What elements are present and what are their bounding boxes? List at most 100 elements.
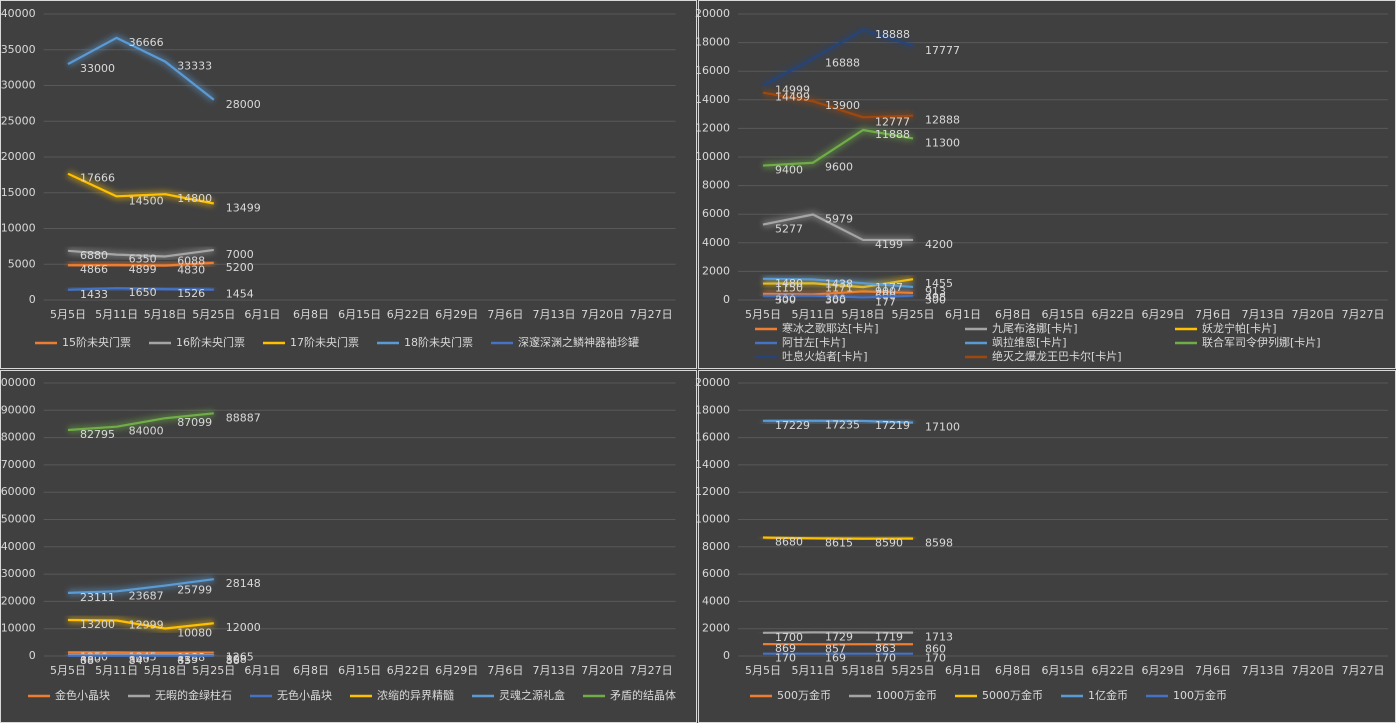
- y-tick-label: 8000: [702, 179, 730, 192]
- data-label: 1433: [80, 288, 108, 301]
- x-tick-label: 7月6日: [487, 664, 523, 677]
- data-label: 4199: [875, 238, 903, 251]
- y-tick-label: 0: [723, 649, 730, 662]
- data-label: 88887: [226, 411, 261, 424]
- y-tick-label: 12000: [695, 485, 730, 498]
- data-label: 1455: [925, 277, 953, 290]
- x-tick-label: 5月11日: [95, 308, 138, 321]
- x-tick-label: 5月11日: [95, 664, 138, 677]
- legend-label: 矛盾的结晶体: [610, 688, 676, 702]
- y-tick-label: 0: [29, 649, 36, 662]
- data-label: 82795: [80, 428, 115, 441]
- y-tick-label: 10000: [695, 513, 730, 526]
- x-tick-label: 6月8日: [293, 308, 329, 321]
- data-label: 177: [875, 295, 896, 308]
- y-tick-label: 40000: [1, 540, 36, 553]
- data-label: 1150: [775, 282, 803, 295]
- data-label: 84: [129, 654, 143, 667]
- y-tick-label: 10000: [1, 222, 36, 235]
- legend-label: 深邃深渊之鳞神器袖珍罐: [518, 335, 639, 349]
- x-tick-label: 6月8日: [293, 664, 329, 677]
- series-line: [67, 248, 214, 258]
- x-tick-label: 6月22日: [387, 308, 430, 321]
- x-tick-label: 5月18日: [144, 308, 187, 321]
- x-tick-label: 7月6日: [1195, 664, 1231, 677]
- x-tick-label: 7月13日: [1242, 664, 1285, 677]
- legend-label: 无色小晶块: [277, 688, 332, 702]
- data-label: 17235: [825, 419, 860, 432]
- y-tick-label: 35000: [1, 43, 36, 56]
- data-label: 300: [775, 294, 796, 307]
- legend-label: 1000万金币: [876, 688, 937, 702]
- series-line: [67, 618, 214, 630]
- data-label: 13900: [825, 99, 860, 112]
- y-tick-label: 4000: [702, 236, 730, 249]
- series-line: [762, 419, 914, 424]
- y-tick-label: 16000: [695, 431, 730, 444]
- series-line: [762, 277, 914, 289]
- data-label: 8598: [925, 537, 953, 550]
- data-label: 300: [925, 294, 946, 307]
- data-label: 300: [825, 294, 846, 307]
- y-tick-label: 15000: [1, 186, 36, 199]
- y-tick-label: 30000: [1, 567, 36, 580]
- x-tick-label: 5月18日: [144, 664, 187, 677]
- data-label: 28148: [226, 577, 261, 590]
- y-tick-label: 0: [723, 293, 730, 306]
- x-tick-label: 7月20日: [1292, 308, 1335, 321]
- data-label: 4899: [129, 263, 157, 276]
- data-label: 11300: [925, 136, 960, 149]
- x-tick-label: 5月18日: [842, 308, 885, 321]
- legend-label: 无暇的金绿柱石: [155, 688, 232, 702]
- data-label: 36666: [129, 36, 164, 49]
- x-tick-label: 6月29日: [435, 664, 478, 677]
- legend-label: 吐息火焰者[卡片]: [782, 349, 868, 363]
- data-label: 23111: [80, 591, 115, 604]
- x-tick-label: 7月13日: [533, 664, 576, 677]
- series-line: [67, 36, 215, 101]
- data-label: 170: [925, 652, 946, 665]
- data-label: 4830: [177, 263, 205, 276]
- data-label: 1480: [775, 277, 803, 290]
- y-tick-label: 10000: [1, 622, 36, 635]
- data-label: 14500: [129, 194, 164, 207]
- data-label: 17777: [925, 44, 960, 57]
- y-tick-label: 25000: [1, 114, 36, 127]
- legend-label: 金色小晶块: [55, 688, 110, 702]
- data-label: 170: [875, 652, 896, 665]
- data-label: 25799: [177, 584, 212, 597]
- data-label: 6350: [129, 253, 157, 266]
- series-line: [67, 578, 214, 595]
- data-label: 8615: [825, 536, 853, 549]
- data-label: 5979: [825, 213, 853, 226]
- legend-label: 妖龙宁帕[卡片]: [1202, 321, 1277, 335]
- data-label: 860: [925, 642, 946, 655]
- y-tick-label: 2000: [702, 264, 730, 277]
- x-tick-label: 5月5日: [50, 308, 86, 321]
- x-tick-label: 6月15日: [1042, 664, 1085, 677]
- legend-label: 阿甘左[卡片]: [782, 336, 846, 349]
- data-label: 1438: [825, 277, 853, 290]
- data-label: 14800: [177, 192, 212, 205]
- data-label: 10080: [177, 626, 212, 639]
- data-label: 13200: [80, 618, 115, 631]
- data-label: 7000: [226, 248, 254, 261]
- y-tick-label: 80000: [1, 431, 36, 444]
- data-label: 8590: [875, 537, 903, 550]
- x-tick-label: 5月25日: [892, 308, 935, 321]
- x-tick-label: 7月27日: [630, 664, 673, 677]
- data-label: 1526: [177, 287, 205, 300]
- data-label: 8680: [775, 536, 803, 549]
- legend-label: 浓缩的异界精髓: [377, 688, 454, 702]
- legend-label: 100万金币: [1173, 688, 1227, 702]
- series-line: [67, 287, 214, 291]
- y-tick-label: 60000: [1, 485, 36, 498]
- x-tick-label: 6月22日: [387, 664, 430, 677]
- y-tick-label: 18000: [695, 36, 730, 49]
- series-line: [762, 213, 914, 242]
- data-label: 28000: [226, 98, 261, 111]
- data-label: 12000: [226, 621, 261, 634]
- y-tick-label: 16000: [695, 64, 730, 77]
- x-tick-label: 6月15日: [1042, 308, 1085, 321]
